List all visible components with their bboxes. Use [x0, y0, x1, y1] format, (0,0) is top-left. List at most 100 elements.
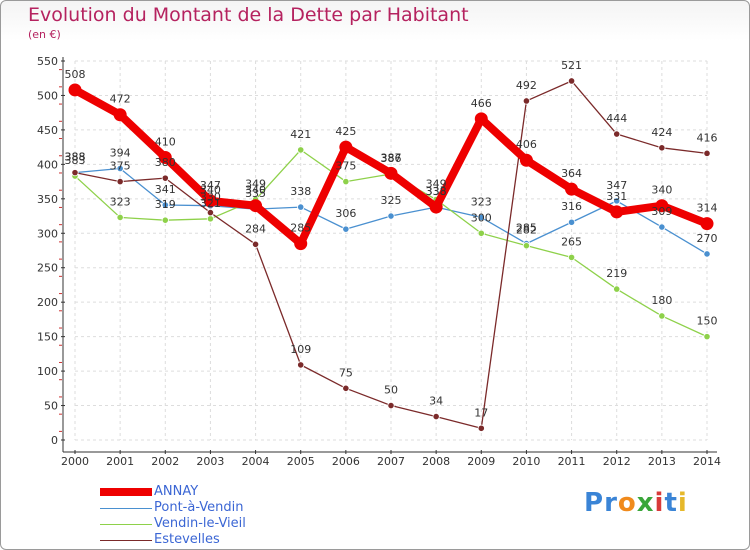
data-point-3-0: [71, 169, 79, 177]
x-tick-label-6: 2006: [332, 455, 360, 468]
data-label-2-13: 180: [651, 294, 672, 307]
data-label-3-2: 380: [155, 156, 176, 169]
logo-letter: r: [604, 488, 618, 518]
data-label-1-12: 347: [606, 179, 627, 192]
data-point-3-8: [432, 412, 440, 421]
data-label-0-5: 285: [290, 222, 311, 235]
x-tick-label-2: 2002: [151, 455, 179, 468]
data-label-2-12: 219: [606, 267, 627, 280]
data-label-3-4: 284: [245, 222, 266, 235]
y-tick-label-11: 550: [37, 55, 58, 68]
data-point-3-4: [251, 240, 260, 248]
data-label-0-9: 466: [471, 97, 492, 110]
y-tick-label-7: 350: [37, 193, 58, 206]
legend-swatch-0: [100, 488, 152, 496]
data-label-0-13: 340: [651, 184, 672, 197]
data-label-0-14: 314: [697, 202, 718, 215]
logo-letter: o: [617, 488, 637, 518]
data-label-1-7: 325: [381, 194, 402, 207]
data-point-2-3: [206, 215, 215, 223]
data-point-3-7: [387, 401, 395, 410]
data-point-3-5: [297, 361, 305, 369]
data-point-0-1: [113, 108, 127, 122]
x-tick-label-0: 2000: [61, 455, 89, 468]
data-label-1-14: 270: [697, 232, 718, 245]
legend-label-1: Pont-à-Vendin: [154, 500, 244, 515]
data-point-0-13: [655, 199, 669, 213]
data-label-1-6: 306: [335, 207, 356, 220]
x-tick-label-10: 2010: [512, 455, 540, 468]
data-label-1-2: 341: [155, 183, 176, 196]
y-tick-label-3: 150: [37, 331, 58, 344]
x-tick-label-8: 2008: [422, 455, 450, 468]
logo-letter: t: [664, 488, 678, 518]
y-tick-label-9: 450: [37, 124, 58, 137]
y-tick-label-8: 400: [37, 158, 58, 171]
data-point-1-2: [161, 201, 169, 209]
data-point-2-5: [297, 146, 305, 154]
data-point-3-11: [567, 77, 576, 85]
data-label-3-5: 109: [290, 343, 311, 356]
y-tick-label-0: 0: [51, 434, 58, 447]
data-label-2-9: 300: [471, 211, 492, 224]
x-tick-label-13: 2013: [648, 455, 676, 468]
data-point-3-6: [342, 384, 350, 392]
data-point-1-5: [297, 203, 305, 211]
data-point-0-8: [429, 200, 443, 214]
data-point-0-9: [474, 112, 488, 126]
data-point-0-11: [565, 182, 579, 196]
data-point-0-12: [610, 205, 624, 219]
data-point-3-13: [658, 144, 666, 152]
data-label-3-12: 444: [606, 112, 627, 125]
data-point-2-11: [567, 253, 576, 261]
legend-label-3: Estevelles: [154, 532, 220, 547]
legend-swatch-2: [100, 524, 152, 525]
data-label-3-13: 424: [651, 126, 672, 139]
data-point-3-3: [206, 209, 215, 217]
data-label-0-1: 472: [110, 93, 131, 106]
data-point-3-14: [703, 149, 711, 157]
logo-letter: x: [636, 488, 655, 518]
plot-area: [75, 61, 707, 440]
x-tick-label-14: 2014: [693, 455, 721, 468]
data-point-0-7: [384, 166, 398, 180]
x-tick-label-11: 2011: [558, 455, 586, 468]
data-label-3-8: 34: [429, 395, 443, 408]
data-point-3-10: [522, 97, 531, 105]
logo-letter: P: [584, 488, 605, 518]
data-label-3-3: 330: [200, 191, 221, 204]
data-label-1-0: 388: [65, 151, 86, 164]
data-point-2-13: [658, 312, 666, 320]
x-tick-label-12: 2012: [603, 455, 631, 468]
data-point-2-9: [477, 229, 485, 237]
data-label-1-4: 335: [245, 187, 266, 200]
data-point-0-4: [249, 199, 263, 213]
data-label-0-3: 347: [200, 179, 221, 192]
data-label-3-6: 75: [339, 366, 353, 379]
y-tick-label-10: 500: [37, 89, 58, 102]
data-label-3-11: 521: [561, 59, 582, 72]
data-point-2-1: [116, 213, 124, 222]
data-label-1-11: 316: [561, 200, 582, 213]
data-point-1-13: [658, 223, 666, 231]
chart-title: Evolution du Montant de la Dette par Hab…: [28, 4, 469, 26]
data-point-1-7: [387, 212, 395, 220]
data-label-2-11: 265: [561, 235, 582, 248]
data-point-0-5: [294, 237, 308, 251]
data-label-2-14: 150: [697, 315, 718, 328]
data-label-0-10: 406: [516, 138, 537, 151]
data-point-3-2: [161, 174, 169, 182]
data-label-1-1: 394: [110, 146, 131, 159]
proxiti-logo: Proxiti: [584, 488, 688, 518]
data-label-1-3: 340: [200, 184, 221, 197]
data-point-1-11: [567, 218, 576, 226]
legend-label-0: ANNAY: [154, 484, 199, 499]
data-label-2-0: 383: [65, 154, 86, 167]
data-label-0-6: 425: [335, 125, 356, 138]
data-label-2-6: 375: [335, 160, 356, 173]
data-label-2-1: 323: [110, 195, 131, 208]
legend-swatch-1: [100, 508, 152, 509]
data-label-3-10: 492: [516, 79, 537, 92]
legend-label-2: Vendin-le-Vieil: [154, 516, 246, 531]
